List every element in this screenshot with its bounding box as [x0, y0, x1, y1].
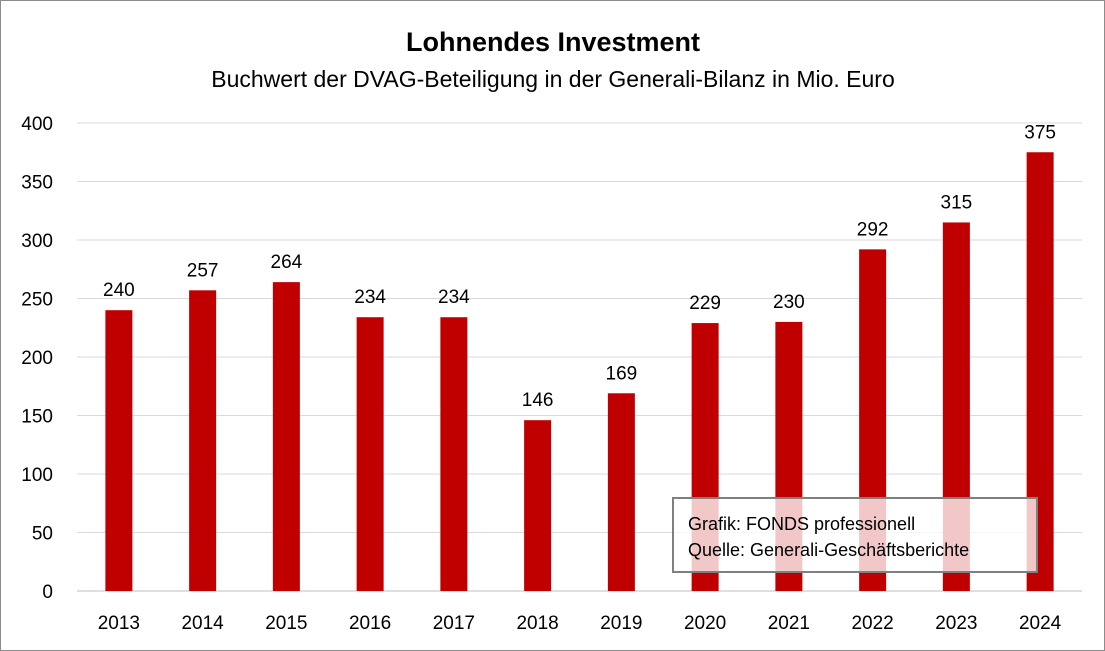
bar-2015 — [272, 282, 300, 591]
chart-title: Lohnendes Investment — [406, 27, 700, 57]
data-label-2018: 146 — [522, 390, 554, 411]
y-tick-label: 350 — [21, 173, 53, 194]
source-text: Quelle: Generali-Geschäftsberichte — [688, 540, 970, 560]
x-tick-label-2017: 2017 — [433, 613, 475, 634]
x-tick-label-2021: 2021 — [768, 613, 810, 634]
y-tick-label: 200 — [21, 348, 53, 369]
data-label-2024: 375 — [1024, 122, 1056, 143]
y-tick-label: 300 — [21, 231, 53, 252]
x-axis-ticks: 2013 2014 2015 2016 2017 2018 2019 2020 2021 2022… — [98, 613, 1062, 634]
data-label-2023: 315 — [941, 192, 973, 213]
data-label-2017: 234 — [438, 287, 470, 308]
y-tick-label: 250 — [21, 290, 53, 311]
gridlines — [77, 122, 1082, 592]
x-tick-label-2015: 2015 — [265, 613, 307, 634]
bar-2017 — [440, 317, 468, 591]
y-tick-label: 100 — [21, 465, 53, 486]
bar-2014 — [189, 290, 217, 591]
x-tick-label-2013: 2013 — [98, 613, 140, 634]
data-label-2015: 264 — [271, 252, 303, 273]
credit-text: Grafik: FONDS professionell — [688, 514, 916, 534]
chart-subtitle: Buchwert der DVAG-Beteiligung in der Gen… — [211, 66, 895, 92]
x-tick-label-2014: 2014 — [181, 613, 224, 634]
data-label-2021: 230 — [773, 292, 805, 313]
bar-2016 — [356, 317, 384, 591]
y-tick-label: 0 — [42, 582, 53, 603]
x-tick-label-2022: 2022 — [851, 613, 893, 634]
data-label-2013: 240 — [103, 280, 135, 301]
data-label-2014: 257 — [187, 260, 219, 281]
y-tick-label: 400 — [21, 114, 53, 135]
source-note-box: Grafik: FONDS professionell Quelle: Gene… — [672, 497, 1038, 573]
bar-2018 — [524, 420, 552, 591]
x-tick-label-2019: 2019 — [600, 613, 642, 634]
bar-2019 — [607, 393, 635, 591]
y-tick-label: 150 — [21, 407, 53, 428]
x-tick-label-2018: 2018 — [516, 613, 558, 634]
bar-2013 — [105, 310, 133, 591]
x-tick-label-2023: 2023 — [935, 613, 977, 634]
y-axis-ticks: 0 50 100 150 200 250 300 350 400 — [21, 114, 53, 603]
data-labels: 240 257 264 234 234 146 169 229 230 292 315 375 — [103, 122, 1056, 411]
x-tick-label-2024: 2024 — [1019, 613, 1062, 634]
data-label-2016: 234 — [354, 287, 386, 308]
data-label-2022: 292 — [857, 219, 889, 240]
data-label-2020: 229 — [689, 293, 721, 314]
data-label-2019: 169 — [606, 363, 638, 384]
x-tick-label-2016: 2016 — [349, 613, 391, 634]
y-tick-label: 50 — [32, 524, 53, 545]
x-tick-label-2020: 2020 — [684, 613, 726, 634]
